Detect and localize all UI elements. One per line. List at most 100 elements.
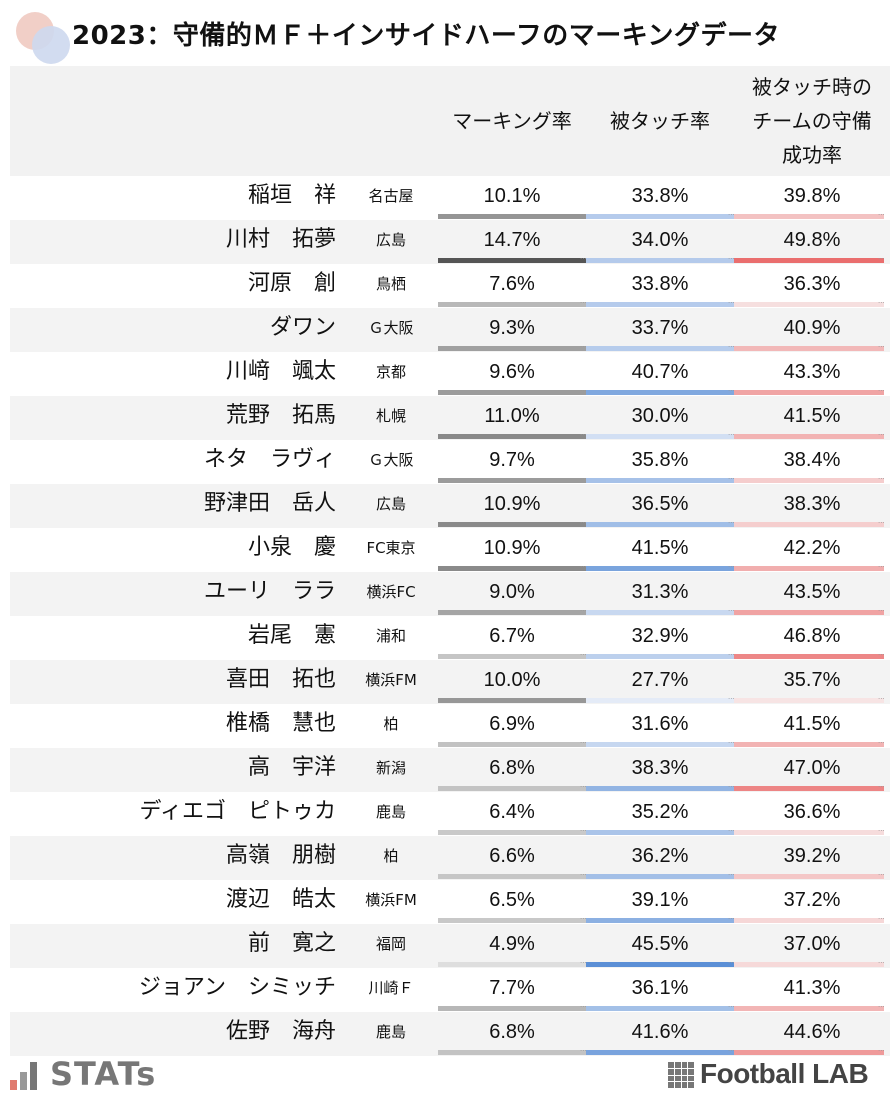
marking-bar-dots: ··· (580, 431, 587, 439)
defense-bar-dots: ··· (878, 959, 885, 967)
touched-bar-dots: ··· (728, 607, 735, 615)
stats-logo-text: STATs (50, 1055, 157, 1093)
touched-bar-dots: ··· (728, 783, 735, 791)
marking-bar-dots: ··· (580, 475, 587, 483)
table-row: 川﨑 颯太 京都 9.6% 40.7% 43.3% ··· ··· ··· (10, 352, 890, 396)
touched-rate-bar (586, 566, 734, 571)
marking-bar-dots: ··· (580, 387, 587, 395)
touched-bar-dots: ··· (728, 1047, 735, 1055)
touched-rate-bar (586, 962, 734, 967)
touched-rate: 31.3% (631, 581, 689, 603)
player-name: 椎橋 慧也 (225, 711, 336, 736)
team-name: 広島 (375, 231, 406, 249)
defense-success-bar (734, 830, 884, 835)
defense-success-rate: 47.0% (783, 757, 841, 779)
defense-success-rate: 49.8% (783, 229, 841, 251)
marking-bar-dots: ··· (580, 255, 587, 263)
defense-bar-dots: ··· (878, 431, 885, 439)
defense-success-bar (734, 346, 884, 351)
marking-bar-dots: ··· (580, 299, 587, 307)
table-body: 稲垣 祥名古屋 10.1% 33.8% 39.8% ··· ··· ··· 川村 拓夢 広島 14… (10, 176, 890, 1056)
marking-rate: 9.3% (489, 317, 535, 339)
marking-bar-dots: ··· (580, 1003, 587, 1011)
marking-rate-bar (438, 698, 586, 703)
defense-bar-dots: ··· (878, 695, 885, 703)
defense-success-bar (734, 786, 884, 791)
defense-success-bar (734, 390, 884, 395)
team-name: 新潟 (375, 759, 406, 777)
player-name: 岩尾 憲 (247, 623, 336, 648)
touched-rate-bar (586, 918, 734, 923)
marking-rate-bar (438, 1050, 586, 1055)
touched-bar-dots: ··· (728, 519, 735, 527)
touched-rate-bar (586, 830, 734, 835)
table-row: 喜田 拓也 横浜FM 10.0% 27.7% 35.7% ··· ··· ··· (10, 660, 890, 704)
defense-success-bar (734, 478, 884, 483)
defense-bar-dots: ··· (878, 915, 885, 923)
defense-bar-dots: ··· (878, 563, 885, 571)
team-name: 川崎Ｆ (368, 979, 414, 997)
table-row: ネタ ラヴィ Ｇ大阪 9.7% 35.8% 38.4% ··· ··· ··· (10, 440, 890, 484)
touched-rate: 31.6% (631, 713, 689, 735)
marking-rate-bar (438, 962, 586, 967)
defense-success-rate: 37.2% (783, 889, 841, 911)
marking-rate-bar (438, 434, 586, 439)
touched-bar-dots: ··· (728, 959, 735, 967)
touched-rate-bar (586, 434, 734, 439)
table-row: ジョアン シミッチ 川崎Ｆ 7.7% 36.1% 41.3% ··· ··· ··· (10, 968, 890, 1012)
team-name: 福岡 (375, 935, 406, 953)
defense-success-rate: 39.2% (783, 845, 841, 867)
defense-success-rate: 41.5% (783, 713, 841, 735)
football-lab-grid-icon (668, 1062, 694, 1088)
touched-rate-bar (586, 1006, 734, 1011)
touched-rate: 33.8% (631, 273, 689, 295)
touched-rate: 36.1% (631, 977, 689, 999)
defense-success-rate: 42.2% (783, 537, 841, 559)
team-name: 横浜FM (365, 671, 417, 689)
touched-bar-dots: ··· (728, 475, 735, 483)
touched-rate-bar (586, 654, 734, 659)
defense-success-rate: 43.5% (783, 581, 841, 603)
touched-rate-bar (586, 302, 734, 307)
touched-rate-bar (586, 698, 734, 703)
table-row: 前 寛之 福岡 4.9% 45.5% 37.0% ··· ··· ··· (10, 924, 890, 968)
team-name: FC東京 (366, 539, 416, 557)
touched-bar-dots: ··· (728, 1003, 735, 1011)
touched-rate: 35.8% (631, 449, 689, 471)
team-name: 広島 (375, 495, 406, 513)
defense-bar-dots: ··· (878, 871, 885, 879)
touched-rate-bar (586, 346, 734, 351)
table-row: 小泉 慶 FC東京 10.9% 41.5% 42.2% ··· ··· ··· (10, 528, 890, 572)
team-name: 京都 (375, 363, 406, 381)
touched-rate: 45.5% (631, 933, 689, 955)
player-name: ネタ ラヴィ (203, 447, 336, 472)
football-lab-logo-text: Football LAB (700, 1058, 869, 1089)
marking-bar-dots: ··· (580, 211, 587, 219)
touched-rate: 41.6% (631, 1021, 689, 1043)
defense-bar-dots: ··· (878, 1003, 885, 1011)
deco-circle-blue (32, 26, 70, 64)
defense-success-bar (734, 874, 884, 879)
marking-bar-dots: ··· (580, 871, 587, 879)
team-name: 鳥栖 (375, 275, 406, 293)
defense-success-rate: 41.5% (783, 405, 841, 427)
table-header: マーキング率 被タッチ率 被タッチ時の チームの守備 成功率 (10, 66, 890, 176)
table-row: 佐野 海舟 鹿島 6.8% 41.6% 44.6% ··· ··· ··· (10, 1012, 890, 1056)
touched-rate: 34.0% (631, 229, 689, 251)
marking-rate: 6.7% (489, 625, 535, 647)
defense-bar-dots: ··· (878, 607, 885, 615)
touched-bar-dots: ··· (728, 211, 735, 219)
touched-bar-dots: ··· (728, 739, 735, 747)
defense-success-rate: 38.4% (783, 449, 841, 471)
table-row: ユーリ ララ 横浜FC 9.0% 31.3% 43.5% ··· ··· ··· (10, 572, 890, 616)
team-name: 札幌 (375, 407, 406, 425)
column-header-marking: マーキング率 (452, 109, 572, 133)
player-name: 小泉 慶 (247, 535, 336, 560)
defense-success-rate: 36.3% (783, 273, 841, 295)
team-name: Ｇ大阪 (368, 451, 414, 469)
team-name: 名古屋 (368, 187, 414, 205)
defense-success-rate: 36.6% (783, 801, 841, 823)
player-name: ユーリ ララ (203, 579, 336, 604)
table-row: 野津田 岳人 広島 10.9% 36.5% 38.3% ··· ··· ··· (10, 484, 890, 528)
football-lab-logo: Football LAB (666, 1054, 890, 1094)
